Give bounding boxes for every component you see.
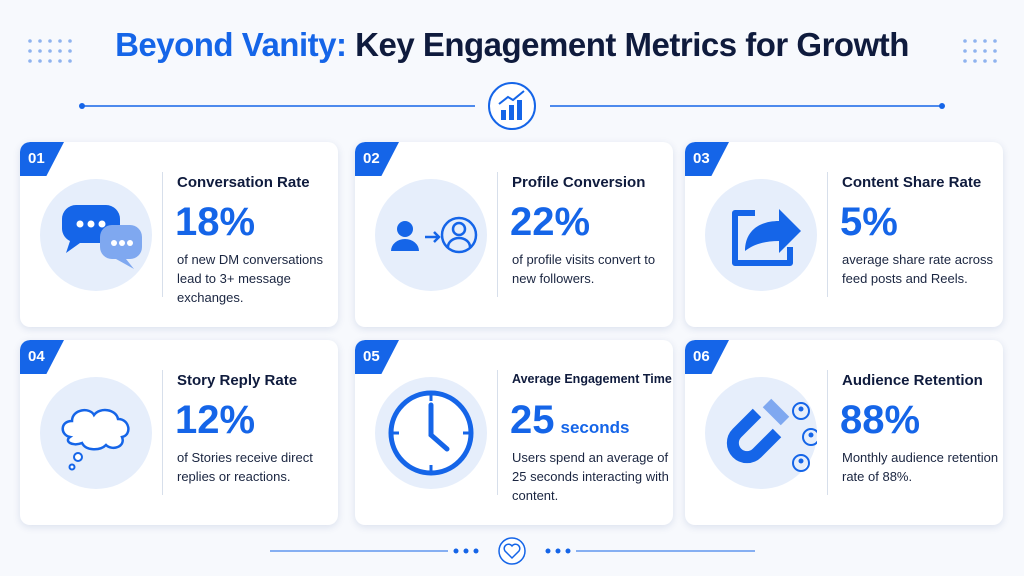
card-value: 12% xyxy=(175,398,255,443)
unit: seconds xyxy=(560,418,630,437)
card-icon xyxy=(40,179,152,291)
value: 5% xyxy=(840,200,898,244)
card-description: Users spend an average of 25 seconds int… xyxy=(512,450,669,503)
divider xyxy=(162,172,163,297)
card-title: Content Share Rate xyxy=(842,174,982,191)
metric-card: 01 Conversation Rate 18% of new DM conversa… xyxy=(20,142,338,327)
divider xyxy=(162,370,163,495)
card-value: 18% xyxy=(175,200,255,245)
card-number: 01 xyxy=(20,142,64,176)
value: 88% xyxy=(840,398,921,442)
metric-card: 02 Profile Conversion 22% of profile visits… xyxy=(355,142,673,327)
card-title: Profile Conversion xyxy=(512,174,646,191)
icon xyxy=(732,209,801,266)
card-title: Average Engagement Time xyxy=(512,372,672,386)
card-description: Monthly audience retention rate of 88%. xyxy=(842,450,999,484)
card-number: 03 xyxy=(685,142,729,176)
card-description: of profile visits convert to new followe… xyxy=(512,252,656,286)
card-icon xyxy=(375,377,487,489)
card-icon xyxy=(375,179,487,291)
card-number: 06 xyxy=(685,340,729,374)
icon xyxy=(391,216,478,254)
card-value: 25 seconds xyxy=(510,398,629,443)
value: 22% xyxy=(510,200,591,244)
card-title: Story Reply Rate xyxy=(177,372,298,389)
metric-card: 03 Content Share Rate 5% average share rate… xyxy=(685,142,1003,327)
card-description: of Stories receive direct replies or rea… xyxy=(177,450,313,484)
metric-card: 04 Story Reply Rate 12% of Stories receive … xyxy=(20,340,338,525)
card-value: 5% xyxy=(840,200,898,245)
divider xyxy=(827,172,828,297)
title-highlight: Beyond Vanity: xyxy=(115,26,347,63)
icon xyxy=(726,398,817,472)
divider xyxy=(497,172,498,297)
card-icon xyxy=(40,377,152,489)
value: 18% xyxy=(175,200,256,244)
card-value: 22% xyxy=(510,200,590,245)
metric-card: 05 Average Engagement Time 25 seconds Users … xyxy=(355,340,673,525)
card-number: 04 xyxy=(20,340,64,374)
card-description: average share rate across feed posts and… xyxy=(842,252,994,286)
value: 12% xyxy=(175,398,256,442)
card-number: 02 xyxy=(355,142,399,176)
card-title: Conversation Rate xyxy=(177,174,310,191)
card-description: of new DM conversations lead to 3+ messa… xyxy=(177,252,323,305)
divider xyxy=(497,370,498,495)
divider xyxy=(827,370,828,495)
icon xyxy=(62,205,142,269)
card-number: 05 xyxy=(355,340,399,374)
metric-card: 06 Audience Retention 88% Monthly audience … xyxy=(685,340,1003,525)
card-icon xyxy=(705,179,817,291)
icon xyxy=(388,390,474,476)
title: Beyond Vanity: Key Engagement Metrics fo… xyxy=(0,26,1024,64)
icon xyxy=(61,408,130,471)
card-title: Audience Retention xyxy=(842,372,983,389)
card-value: 88% xyxy=(840,398,920,443)
card-icon xyxy=(705,377,817,489)
title-rest: Key Engagement Metrics for Growth xyxy=(355,26,909,63)
value: 25 xyxy=(510,398,555,442)
